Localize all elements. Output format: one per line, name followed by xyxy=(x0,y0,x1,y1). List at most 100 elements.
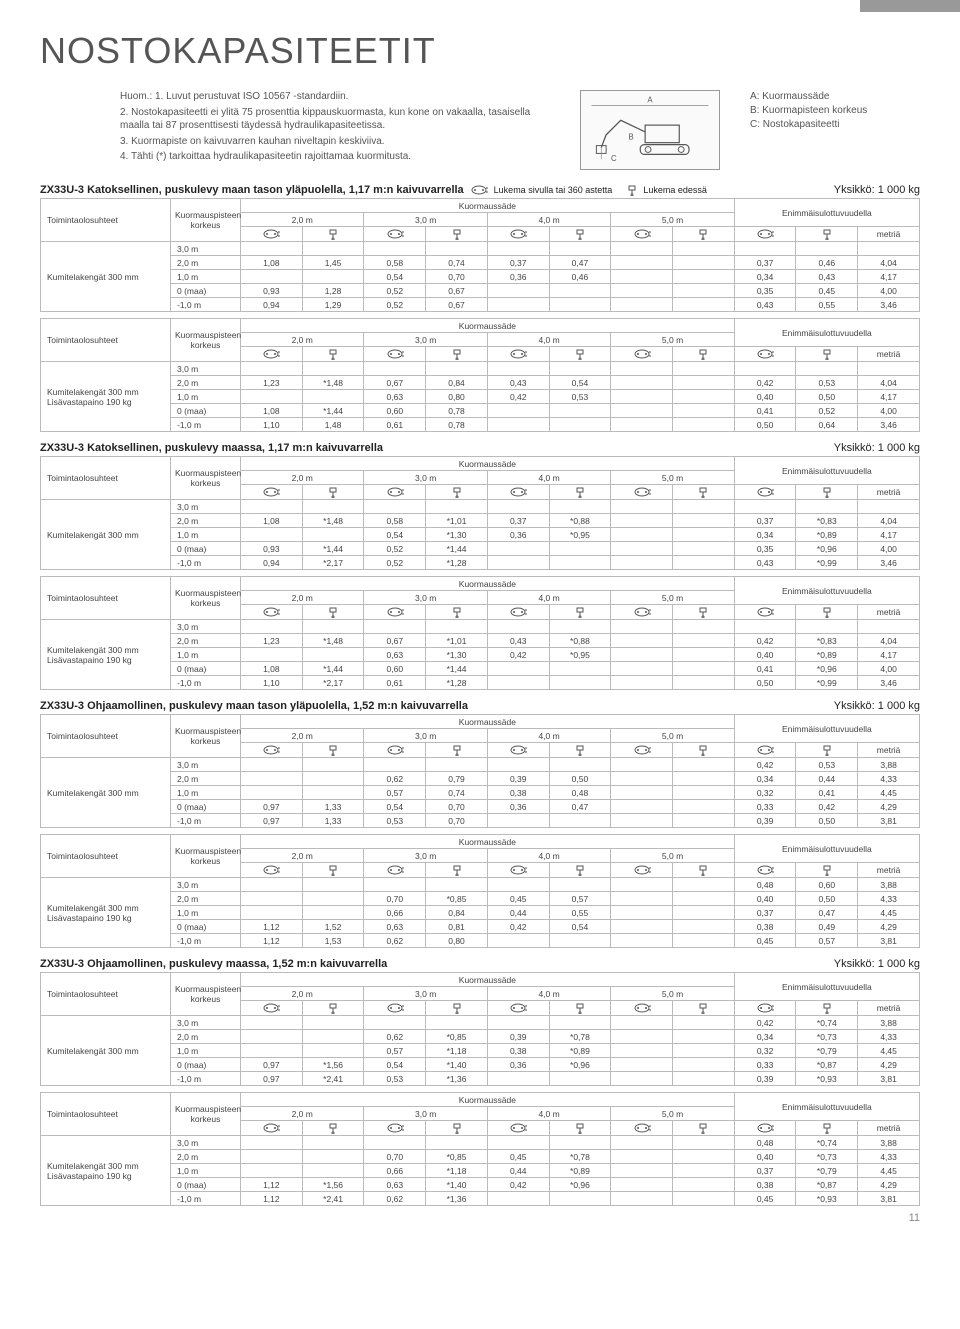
row-height: -1,0 m xyxy=(171,1192,241,1206)
col-metria: metriä xyxy=(858,863,920,878)
value-cell xyxy=(302,758,364,772)
row-height: -1,0 m xyxy=(171,298,241,312)
value-cell xyxy=(673,1150,735,1164)
value-cell: 0,64 xyxy=(796,418,858,432)
col-ks: Kuormaussäde xyxy=(241,715,735,729)
col-toiminta: Toimintaolosuhteet xyxy=(41,199,171,242)
row-height: -1,0 m xyxy=(171,1072,241,1086)
col-dist: 2,0 m xyxy=(241,333,364,347)
notes-block: Huom.: 1. Luvut perustuvat ISO 10567 -st… xyxy=(120,90,550,166)
icon-side xyxy=(241,347,303,362)
value-cell xyxy=(611,1136,673,1150)
value-cell xyxy=(549,676,611,690)
value-cell xyxy=(302,1016,364,1030)
value-cell: 0,94 xyxy=(241,556,303,570)
value-cell xyxy=(241,1016,303,1030)
value-cell: 4,33 xyxy=(858,1030,920,1044)
value-cell xyxy=(549,878,611,892)
value-cell xyxy=(611,256,673,270)
value-cell: *1,30 xyxy=(426,528,488,542)
note-2: 2. Nostokapasiteetti ei ylitä 75 prosent… xyxy=(120,106,550,133)
value-cell: 0,54 xyxy=(364,528,426,542)
value-cell xyxy=(611,390,673,404)
value-cell: 3,46 xyxy=(858,418,920,432)
value-cell: 0,42 xyxy=(734,1016,796,1030)
value-cell: *1,30 xyxy=(426,648,488,662)
icon-side xyxy=(611,863,673,878)
row-height: 3,0 m xyxy=(171,1136,241,1150)
value-cell xyxy=(611,934,673,948)
value-cell: 0,63 xyxy=(364,648,426,662)
value-cell: 1,12 xyxy=(241,1178,303,1192)
value-cell xyxy=(858,500,920,514)
value-cell xyxy=(611,662,673,676)
value-cell: 0,39 xyxy=(487,772,549,786)
icon-side xyxy=(734,863,796,878)
value-cell: 1,10 xyxy=(241,418,303,432)
value-cell: 0,44 xyxy=(487,1164,549,1178)
value-cell xyxy=(302,906,364,920)
value-cell: 0,35 xyxy=(734,542,796,556)
value-cell: 4,33 xyxy=(858,772,920,786)
value-cell: *1,28 xyxy=(426,556,488,570)
row-height: 2,0 m xyxy=(171,892,241,906)
icon-front xyxy=(426,863,488,878)
value-cell xyxy=(241,1044,303,1058)
icon-side xyxy=(734,1121,796,1136)
value-cell xyxy=(611,514,673,528)
value-cell: *1,44 xyxy=(302,404,364,418)
value-cell xyxy=(302,620,364,634)
value-cell: 4,00 xyxy=(858,662,920,676)
value-cell: *0,85 xyxy=(426,1030,488,1044)
value-cell xyxy=(426,1016,488,1030)
value-cell xyxy=(673,390,735,404)
value-cell: 0,53 xyxy=(364,814,426,828)
col-dist: 4,0 m xyxy=(487,1107,610,1121)
icon-side xyxy=(364,1001,426,1016)
icon-side xyxy=(487,347,549,362)
value-cell xyxy=(673,418,735,432)
value-cell: 0,57 xyxy=(364,786,426,800)
col-kp: Kuormauspisteen korkeus xyxy=(171,577,241,620)
col-ks: Kuormaussäde xyxy=(241,457,735,471)
icon-front xyxy=(426,743,488,758)
row-height: 2,0 m xyxy=(171,634,241,648)
value-cell xyxy=(241,786,303,800)
col-max: Enimmäisulottuvuudella xyxy=(734,835,919,863)
col-dist: 4,0 m xyxy=(487,987,610,1001)
value-cell: 0,80 xyxy=(426,934,488,948)
value-cell xyxy=(673,906,735,920)
value-cell: 0,42 xyxy=(796,800,858,814)
value-cell: 0,67 xyxy=(364,376,426,390)
value-cell: 4,17 xyxy=(858,648,920,662)
value-cell: 0,50 xyxy=(796,814,858,828)
value-cell: 1,08 xyxy=(241,514,303,528)
icon-side xyxy=(241,743,303,758)
icon-side xyxy=(487,1121,549,1136)
value-cell: 0,45 xyxy=(487,1150,549,1164)
icon-side xyxy=(241,485,303,500)
col-dist: 5,0 m xyxy=(611,213,734,227)
row-height: 3,0 m xyxy=(171,362,241,376)
value-cell xyxy=(426,758,488,772)
value-cell: 0,84 xyxy=(426,906,488,920)
value-cell xyxy=(426,620,488,634)
value-cell xyxy=(611,758,673,772)
col-metria: metriä xyxy=(858,743,920,758)
col-ks: Kuormaussäde xyxy=(241,973,735,987)
row-height: 0 (maa) xyxy=(171,920,241,934)
value-cell xyxy=(673,1192,735,1206)
value-cell xyxy=(364,242,426,256)
value-cell: *1,48 xyxy=(302,376,364,390)
value-cell xyxy=(302,362,364,376)
value-cell: 3,46 xyxy=(858,298,920,312)
value-cell: 3,81 xyxy=(858,934,920,948)
value-cell xyxy=(302,772,364,786)
value-cell xyxy=(673,270,735,284)
value-cell: 0,60 xyxy=(364,662,426,676)
icon-side xyxy=(487,485,549,500)
icon-front xyxy=(673,743,735,758)
col-kp: Kuormauspisteen korkeus xyxy=(171,319,241,362)
value-cell xyxy=(364,758,426,772)
value-cell: 4,04 xyxy=(858,256,920,270)
